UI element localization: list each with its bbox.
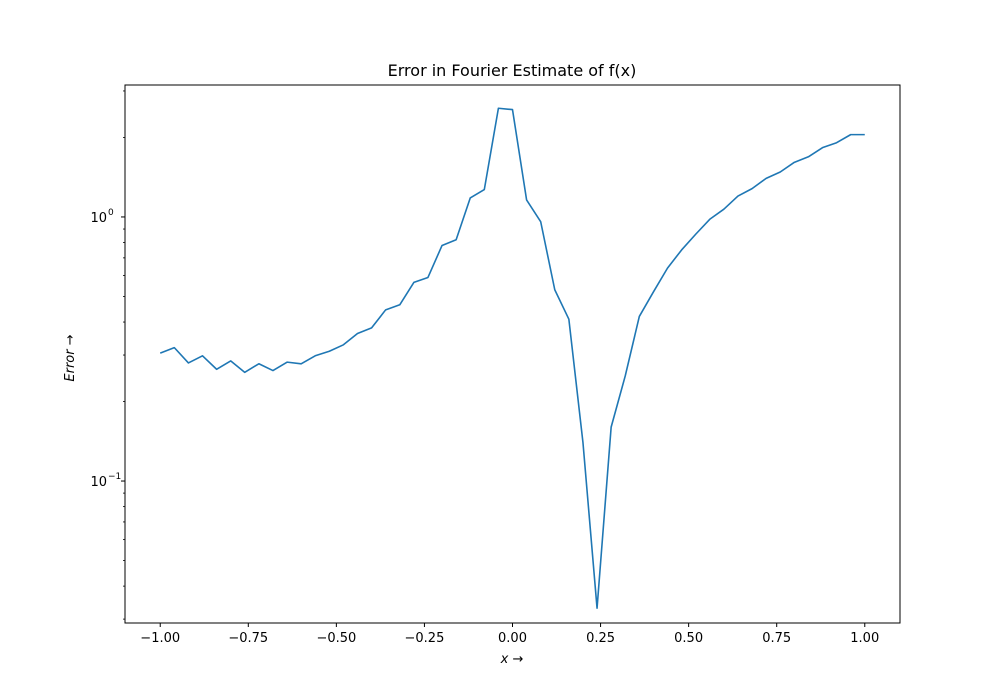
y-tick-label: 10 [90,211,107,226]
x-axis-label: x → [500,652,524,667]
chart-title: Error in Fourier Estimate of f(x) [388,61,637,80]
x-tick-label: −0.50 [316,631,356,646]
x-tick-label: −0.25 [405,631,445,646]
y-axis-label: Error → [63,334,78,381]
x-tick-label: 1.00 [850,631,879,646]
x-tick-label: 0.75 [762,631,791,646]
y-tick-label: 10 [90,475,107,490]
x-tick-label: −1.00 [140,631,180,646]
axis-ticks: −1.00 −0.75 −0.50 −0.25 0.00 0.25 0.50 0.75 1.00… [90,90,879,646]
series-layer [159,107,865,609]
x-tick-label: −0.75 [228,631,268,646]
plot-frame [124,84,901,624]
x-tick-label: 0.50 [674,631,703,646]
x-tick-label: 0.25 [586,631,615,646]
series-line [159,107,865,609]
y-tick-exponent: 0 [108,208,114,218]
x-tick-label: 0.00 [498,631,527,646]
y-tick-exponent: −1 [108,472,121,482]
